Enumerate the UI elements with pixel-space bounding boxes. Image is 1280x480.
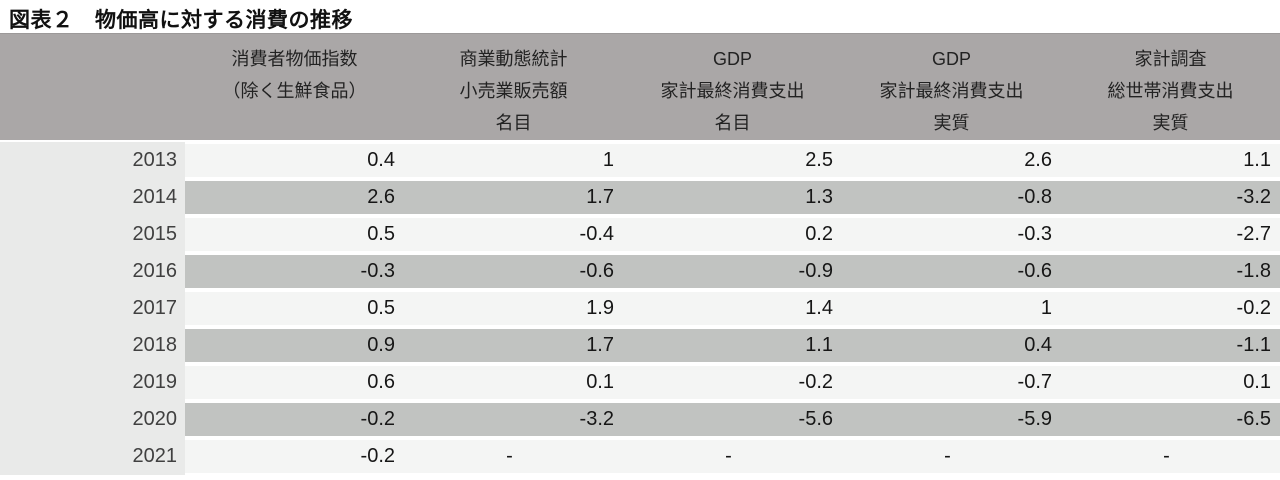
value-cell: 1.7 <box>404 327 623 364</box>
header-line: 商業動態統計 <box>459 49 568 69</box>
value-cell: 1.1 <box>623 327 842 364</box>
year-cell: 2014 <box>0 179 185 216</box>
value-cell: -0.6 <box>404 253 623 290</box>
year-cell: 2016 <box>0 253 185 290</box>
column-header-household-survey: 家計調査 総世帯消費支出 実質 <box>1061 33 1280 142</box>
value-cell: -5.6 <box>623 401 842 438</box>
table-header: 消費者物価指数 （除く生鮮食品） 商業動態統計 小売業販売額 名目 GDP 家計… <box>0 33 1280 142</box>
year-cell: 2020 <box>0 401 185 438</box>
header-line: 家計最終消費支出 <box>879 81 1024 101</box>
value-cell: - <box>842 438 1061 475</box>
value-cell: 0.1 <box>404 364 623 401</box>
value-cell: -0.7 <box>842 364 1061 401</box>
figure-title: 図表２ 物価高に対する消費の推移 <box>9 9 353 32</box>
table-row-2017: 2017 0.5 1.9 1.4 1 -0.2 <box>0 290 1280 327</box>
table-row-2018: 2018 0.9 1.7 1.1 0.4 -1.1 <box>0 327 1280 364</box>
value-cell: 1.1 <box>1061 142 1280 179</box>
value-cell: 1 <box>842 290 1061 327</box>
value-cell: 0.4 <box>842 327 1061 364</box>
value-cell: -0.3 <box>185 253 404 290</box>
header-row: 消費者物価指数 （除く生鮮食品） 商業動態統計 小売業販売額 名目 GDP 家計… <box>0 33 1280 142</box>
value-cell: 0.4 <box>185 142 404 179</box>
value-cell: 0.5 <box>185 216 404 253</box>
value-cell: 2.6 <box>185 179 404 216</box>
value-cell: -0.2 <box>185 438 404 475</box>
value-cell: -2.7 <box>1061 216 1280 253</box>
column-header-cpi: 消費者物価指数 （除く生鮮食品） <box>185 33 404 142</box>
header-line: 実質 <box>1152 113 1189 133</box>
header-line: 名目 <box>495 113 532 133</box>
year-cell: 2018 <box>0 327 185 364</box>
header-line: 小売業販売額 <box>459 81 568 101</box>
table-row-2020: 2020 -0.2 -3.2 -5.6 -5.9 -6.5 <box>0 401 1280 438</box>
value-cell: 1.4 <box>623 290 842 327</box>
value-cell: 1 <box>404 142 623 179</box>
column-header-retail-sales: 商業動態統計 小売業販売額 名目 <box>404 33 623 142</box>
value-cell: - <box>623 438 842 475</box>
table-row-2016: 2016 -0.3 -0.6 -0.9 -0.6 -1.8 <box>0 253 1280 290</box>
value-cell: 1.7 <box>404 179 623 216</box>
value-cell: 0.1 <box>1061 364 1280 401</box>
header-line: 総世帯消費支出 <box>1107 81 1234 101</box>
value-cell: -0.2 <box>623 364 842 401</box>
value-cell: -0.3 <box>842 216 1061 253</box>
value-cell: - <box>404 438 623 475</box>
table-body: 2013 0.4 1 2.5 2.6 1.1 2014 2.6 1.7 1.3 … <box>0 142 1280 475</box>
header-line: 消費者物価指数 <box>231 49 358 69</box>
value-cell: -0.6 <box>842 253 1061 290</box>
value-cell: -0.2 <box>1061 290 1280 327</box>
value-cell: -0.4 <box>404 216 623 253</box>
header-line: 名目 <box>714 113 751 133</box>
value-cell: -6.5 <box>1061 401 1280 438</box>
header-line: 実質 <box>933 113 970 133</box>
value-cell: -0.8 <box>842 179 1061 216</box>
value-cell: 2.6 <box>842 142 1061 179</box>
value-cell: 0.6 <box>185 364 404 401</box>
value-cell: 1.3 <box>623 179 842 216</box>
year-cell: 2017 <box>0 290 185 327</box>
value-cell: 0.5 <box>185 290 404 327</box>
header-line: GDP <box>712 49 752 69</box>
table-row-2013: 2013 0.4 1 2.5 2.6 1.1 <box>0 142 1280 179</box>
header-line <box>186 107 403 139</box>
value-cell: 0.9 <box>185 327 404 364</box>
header-line: 家計最終消費支出 <box>660 81 805 101</box>
value-cell: 0.2 <box>623 216 842 253</box>
value-cell: -0.9 <box>623 253 842 290</box>
table-row-2021: 2021 -0.2 - - - - <box>0 438 1280 475</box>
value-cell: -0.2 <box>185 401 404 438</box>
header-line: （除く生鮮食品） <box>222 81 367 101</box>
header-line: 家計調査 <box>1134 49 1207 69</box>
table-row-2015: 2015 0.5 -0.4 0.2 -0.3 -2.7 <box>0 216 1280 253</box>
year-cell: 2015 <box>0 216 185 253</box>
year-cell: 2019 <box>0 364 185 401</box>
year-cell: 2013 <box>0 142 185 179</box>
value-cell: -3.2 <box>404 401 623 438</box>
year-cell: 2021 <box>0 438 185 475</box>
value-cell: -5.9 <box>842 401 1061 438</box>
year-column-header <box>0 33 185 142</box>
column-header-gdp-nominal: GDP 家計最終消費支出 名目 <box>623 33 842 142</box>
value-cell: -3.2 <box>1061 179 1280 216</box>
value-cell: -1.1 <box>1061 327 1280 364</box>
column-header-gdp-real: GDP 家計最終消費支出 実質 <box>842 33 1061 142</box>
value-cell: 2.5 <box>623 142 842 179</box>
value-cell: -1.8 <box>1061 253 1280 290</box>
table-row-2019: 2019 0.6 0.1 -0.2 -0.7 0.1 <box>0 364 1280 401</box>
value-cell: - <box>1061 438 1280 475</box>
header-line: GDP <box>931 49 971 69</box>
table-row-2014: 2014 2.6 1.7 1.3 -0.8 -3.2 <box>0 179 1280 216</box>
value-cell: 1.9 <box>404 290 623 327</box>
consumption-table: 消費者物価指数 （除く生鮮食品） 商業動態統計 小売業販売額 名目 GDP 家計… <box>0 33 1280 475</box>
